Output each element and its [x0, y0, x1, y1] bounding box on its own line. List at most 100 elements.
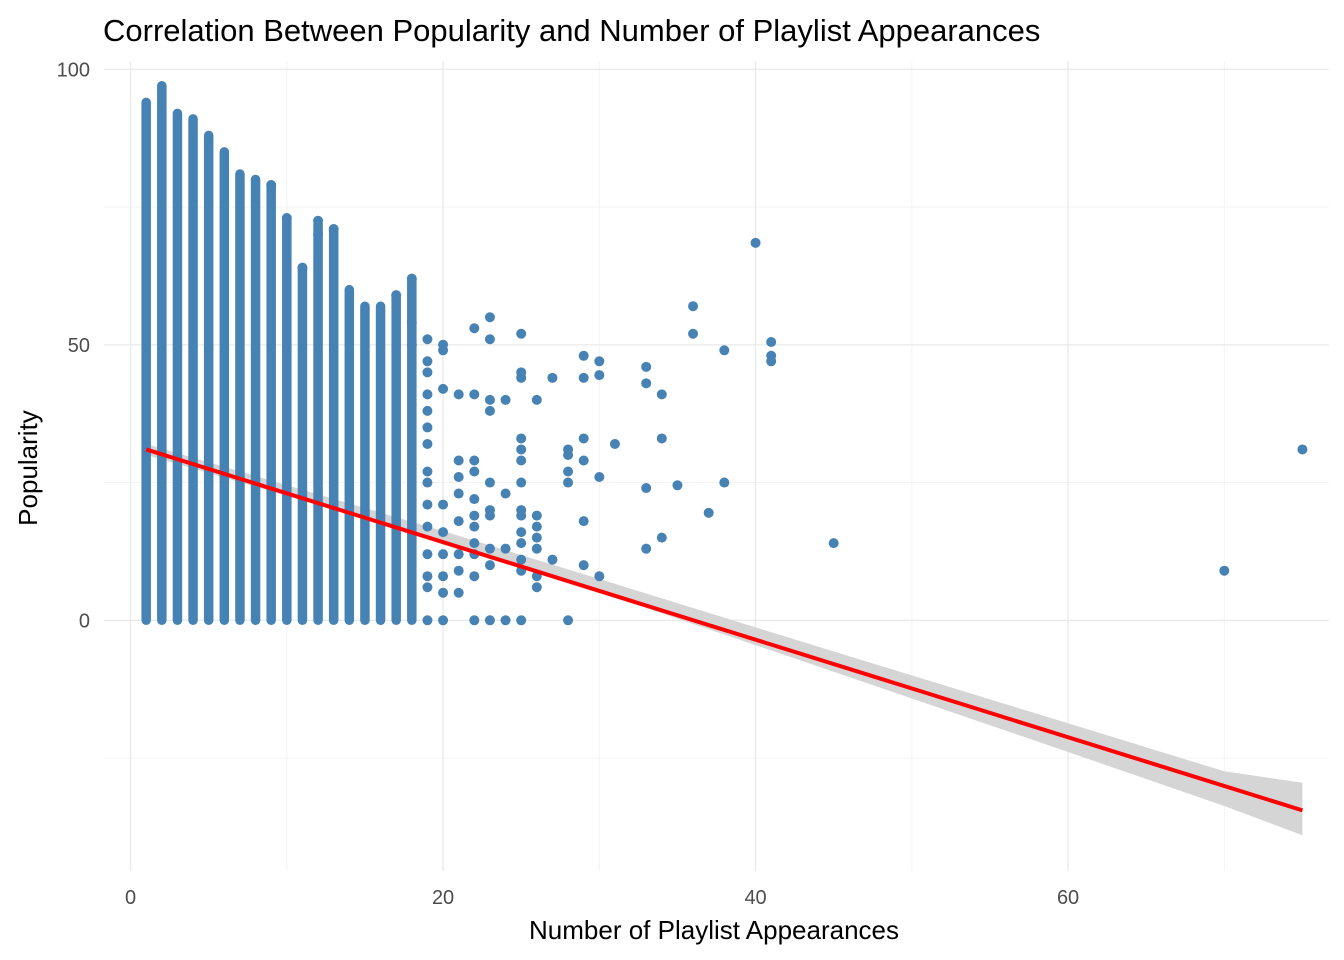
trend-line-layer [145, 447, 1304, 813]
grid [104, 61, 1329, 871]
x-axis-title: Number of Playlist Appearances [529, 915, 899, 945]
data-point [531, 543, 542, 554]
data-point [563, 477, 574, 488]
data-point [641, 483, 652, 494]
data-point [531, 532, 542, 543]
data-point [281, 213, 292, 224]
y-axis-ticks: 0 50 100 [57, 59, 90, 632]
data-point [422, 389, 433, 400]
data-point [641, 361, 652, 372]
data-point [453, 516, 464, 527]
data-point [578, 372, 589, 383]
data-point [500, 543, 511, 554]
confidence-band-layer [146, 444, 1303, 836]
data-point [516, 328, 527, 339]
data-point [516, 615, 527, 626]
y-tick-label: 100 [57, 59, 90, 81]
data-point [484, 510, 495, 521]
data-point [516, 433, 527, 444]
data-point [297, 262, 308, 273]
data-point [438, 499, 449, 510]
data-point [453, 587, 464, 598]
data-point [438, 345, 449, 356]
data-point [484, 615, 495, 626]
data-point [469, 521, 480, 532]
data-point [453, 455, 464, 466]
data-point [422, 582, 433, 593]
data-point [516, 444, 527, 455]
data-point [266, 179, 277, 190]
data-point [578, 433, 589, 444]
data-point [750, 237, 761, 248]
data-point [469, 571, 480, 582]
data-point [672, 480, 683, 491]
data-point [453, 549, 464, 560]
confidence-band [146, 444, 1303, 836]
data-point [484, 560, 495, 571]
data-point [422, 438, 433, 449]
x-axis-ticks: 0 20 40 60 [125, 887, 1079, 909]
data-point [438, 549, 449, 560]
point-columns-layer [141, 81, 417, 626]
data-point [688, 328, 699, 339]
data-point [594, 472, 605, 483]
data-point [563, 466, 574, 477]
data-point [422, 466, 433, 477]
data-point [516, 455, 527, 466]
data-point [828, 538, 839, 549]
data-point [547, 372, 558, 383]
data-point [422, 499, 433, 510]
x-tick-label: 60 [1057, 887, 1079, 909]
data-point [484, 543, 495, 554]
data-point [406, 317, 417, 328]
data-point [469, 510, 480, 521]
data-point [469, 538, 480, 549]
data-point [484, 312, 495, 323]
data-point [766, 356, 777, 367]
y-tick-label: 0 [79, 610, 90, 632]
data-point [469, 323, 480, 334]
data-point [547, 554, 558, 565]
data-point [578, 560, 589, 571]
data-point [609, 438, 620, 449]
data-point [563, 449, 574, 460]
data-point [453, 389, 464, 400]
data-point [563, 615, 574, 626]
data-point [516, 527, 527, 538]
data-point [422, 549, 433, 560]
data-point [1297, 444, 1308, 455]
data-point [453, 565, 464, 576]
data-point [719, 345, 730, 356]
data-point [594, 571, 605, 582]
data-point [469, 389, 480, 400]
data-point [578, 516, 589, 527]
points-layer [266, 179, 1308, 626]
chart-title: Correlation Between Popularity and Numbe… [103, 13, 1040, 48]
data-point [1219, 565, 1230, 576]
data-point [438, 527, 449, 538]
data-point [422, 356, 433, 367]
data-point [469, 455, 480, 466]
data-point [766, 337, 777, 348]
data-point [641, 543, 652, 554]
data-point [328, 224, 339, 235]
data-point [406, 339, 417, 350]
y-axis-title: Popularity [13, 410, 43, 526]
data-point [469, 615, 480, 626]
data-point [484, 405, 495, 416]
data-point [422, 405, 433, 416]
data-point [516, 554, 527, 565]
data-point [453, 488, 464, 499]
data-point [656, 433, 667, 444]
data-point [656, 532, 667, 543]
x-tick-label: 40 [744, 887, 766, 909]
data-point [516, 372, 527, 383]
data-point [594, 370, 605, 381]
data-point [719, 477, 730, 488]
data-point [484, 394, 495, 405]
data-point [484, 477, 495, 488]
data-point [516, 538, 527, 549]
data-point [688, 301, 699, 312]
data-point [594, 356, 605, 367]
